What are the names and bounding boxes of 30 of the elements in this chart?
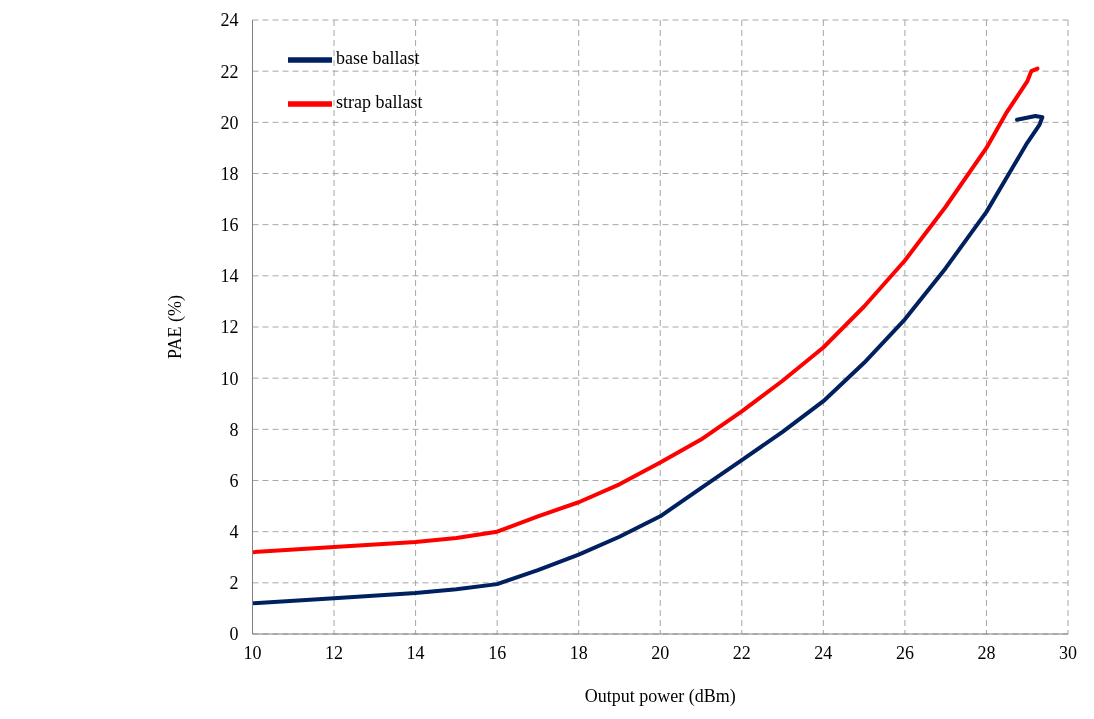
x-tick-label: 18: [569, 642, 588, 663]
legend-label: base ballast: [336, 48, 420, 69]
x-tick-label: 28: [977, 642, 996, 663]
x-tick-label: 30: [1059, 642, 1077, 663]
x-tick-label: 22: [732, 642, 751, 663]
legend-label: strap ballast: [336, 92, 423, 113]
y-tick-label: 4: [229, 522, 239, 543]
line-series: [252, 113, 1045, 606]
y-tick-label: 6: [229, 470, 239, 491]
x-tick-label: 12: [325, 642, 344, 663]
x-tick-label: 16: [488, 642, 507, 663]
x-tick-label: 20: [651, 642, 670, 663]
y-tick-label: 12: [220, 317, 239, 338]
x-tick-label: 26: [895, 642, 914, 663]
y-tick-label: 16: [220, 215, 239, 236]
y-tick-label: 14: [220, 266, 239, 287]
y-tick-label: 20: [220, 112, 239, 133]
y-tick-label: 22: [220, 61, 239, 82]
y-tick-label: 24: [220, 10, 239, 31]
y-tick-label: 18: [220, 163, 239, 184]
y-tick-label: 10: [220, 368, 239, 389]
y-axis-title: PAE (%): [164, 295, 186, 359]
y-tick-label: 8: [229, 419, 239, 440]
y-tick-label: 2: [229, 573, 239, 594]
x-axis-title: Output power (dBm): [584, 686, 736, 707]
line-series: [252, 66, 1040, 555]
x-tick-label: 14: [406, 642, 425, 663]
x-tick-label: 24: [814, 642, 833, 663]
x-tick-label: 10: [243, 642, 262, 663]
y-tick-label: 0: [229, 624, 239, 645]
